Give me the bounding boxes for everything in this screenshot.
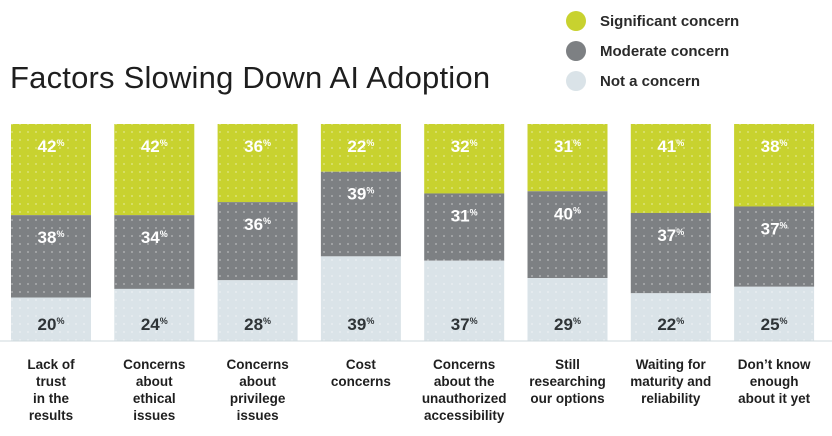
bar-texture-moderate-4 xyxy=(320,171,401,257)
data-label-not-concern-7: 22% xyxy=(657,315,684,334)
data-label-not-concern-5: 37% xyxy=(451,315,478,334)
bar-texture-moderate-8 xyxy=(734,206,815,287)
bar-texture-moderate-1 xyxy=(11,215,91,298)
category-label-2: Concerns about ethical issues xyxy=(123,357,186,423)
data-label-significant-3: 36% xyxy=(244,137,271,156)
data-label-not-concern-8: 25% xyxy=(761,315,788,334)
bar-texture-not-concern-7 xyxy=(630,293,711,341)
bar-texture-significant-3 xyxy=(217,124,298,203)
bar-texture-significant-7 xyxy=(630,124,711,213)
data-label-significant-1: 42% xyxy=(38,137,65,156)
data-label-significant-7: 41% xyxy=(657,137,684,156)
data-label-moderate-3: 36% xyxy=(244,215,271,234)
bar-texture-significant-2 xyxy=(114,124,195,216)
data-label-moderate-1: 38% xyxy=(38,228,65,247)
data-label-significant-2: 42% xyxy=(141,137,168,156)
bar-texture-not-concern-2 xyxy=(114,288,195,341)
bar-texture-moderate-6 xyxy=(527,191,608,279)
bar-texture-moderate-3 xyxy=(217,202,298,281)
legend-label-moderate: Moderate concern xyxy=(600,42,730,60)
bar-texture-significant-8 xyxy=(734,124,815,207)
data-label-moderate-4: 39% xyxy=(347,185,374,204)
data-label-not-concern-1: 20% xyxy=(38,315,65,334)
legend-swatch-significant xyxy=(566,11,586,31)
legend-swatch-moderate xyxy=(566,41,586,61)
legend-item-moderate: Moderate concern xyxy=(566,36,739,66)
bar-texture-not-concern-3 xyxy=(217,280,298,341)
legend: Significant concern Moderate concern Not… xyxy=(566,6,739,96)
legend-swatch-not-concern xyxy=(566,71,586,91)
bar-texture-significant-6 xyxy=(527,124,608,192)
data-label-significant-4: 22% xyxy=(347,137,374,156)
data-label-moderate-7: 37% xyxy=(657,226,684,245)
bar-texture-moderate-7 xyxy=(630,212,711,294)
data-label-moderate-6: 40% xyxy=(554,204,581,223)
bar-texture-significant-5 xyxy=(424,124,505,194)
category-label-8: Don’t know enough about it yet xyxy=(737,357,811,406)
legend-item-not-concern: Not a concern xyxy=(566,66,739,96)
category-label-6: Still researching our options xyxy=(529,357,606,406)
legend-label-significant: Significant concern xyxy=(600,12,740,30)
data-label-moderate-5: 31% xyxy=(451,206,478,225)
legend-label-not-concern: Not a concern xyxy=(600,72,701,90)
bar-texture-moderate-5 xyxy=(424,193,505,261)
bar-texture-not-concern-5 xyxy=(424,260,505,341)
bar-texture-significant-4 xyxy=(320,124,401,172)
data-label-not-concern-2: 24% xyxy=(141,315,168,334)
data-label-not-concern-3: 28% xyxy=(244,315,271,334)
bar-texture-significant-1 xyxy=(11,124,91,216)
bar-texture-not-concern-4 xyxy=(320,256,401,341)
category-label-3: Concerns about privilege issues xyxy=(226,357,289,423)
legend-item-significant: Significant concern xyxy=(566,6,739,36)
category-label-1: Lack of trust in the results xyxy=(27,357,75,423)
bar-texture-moderate-2 xyxy=(114,215,195,289)
chart-title: Factors Slowing Down AI Adoption xyxy=(10,60,491,95)
data-label-moderate-2: 34% xyxy=(141,228,168,247)
data-label-not-concern-6: 29% xyxy=(554,315,581,334)
data-label-significant-6: 31% xyxy=(554,137,581,156)
category-label-4: Cost concerns xyxy=(330,357,391,389)
data-label-significant-8: 38% xyxy=(761,137,788,156)
bar-texture-not-concern-1 xyxy=(11,297,91,341)
data-label-significant-5: 32% xyxy=(451,137,478,156)
data-label-not-concern-4: 39% xyxy=(347,315,374,334)
category-label-7: Waiting for maturity and reliability xyxy=(630,357,712,406)
bar-texture-not-concern-6 xyxy=(527,278,608,341)
data-label-moderate-8: 37% xyxy=(761,219,788,238)
bar-texture-not-concern-8 xyxy=(734,286,815,341)
category-label-5: Concerns about the unauthorized accessib… xyxy=(421,357,507,423)
